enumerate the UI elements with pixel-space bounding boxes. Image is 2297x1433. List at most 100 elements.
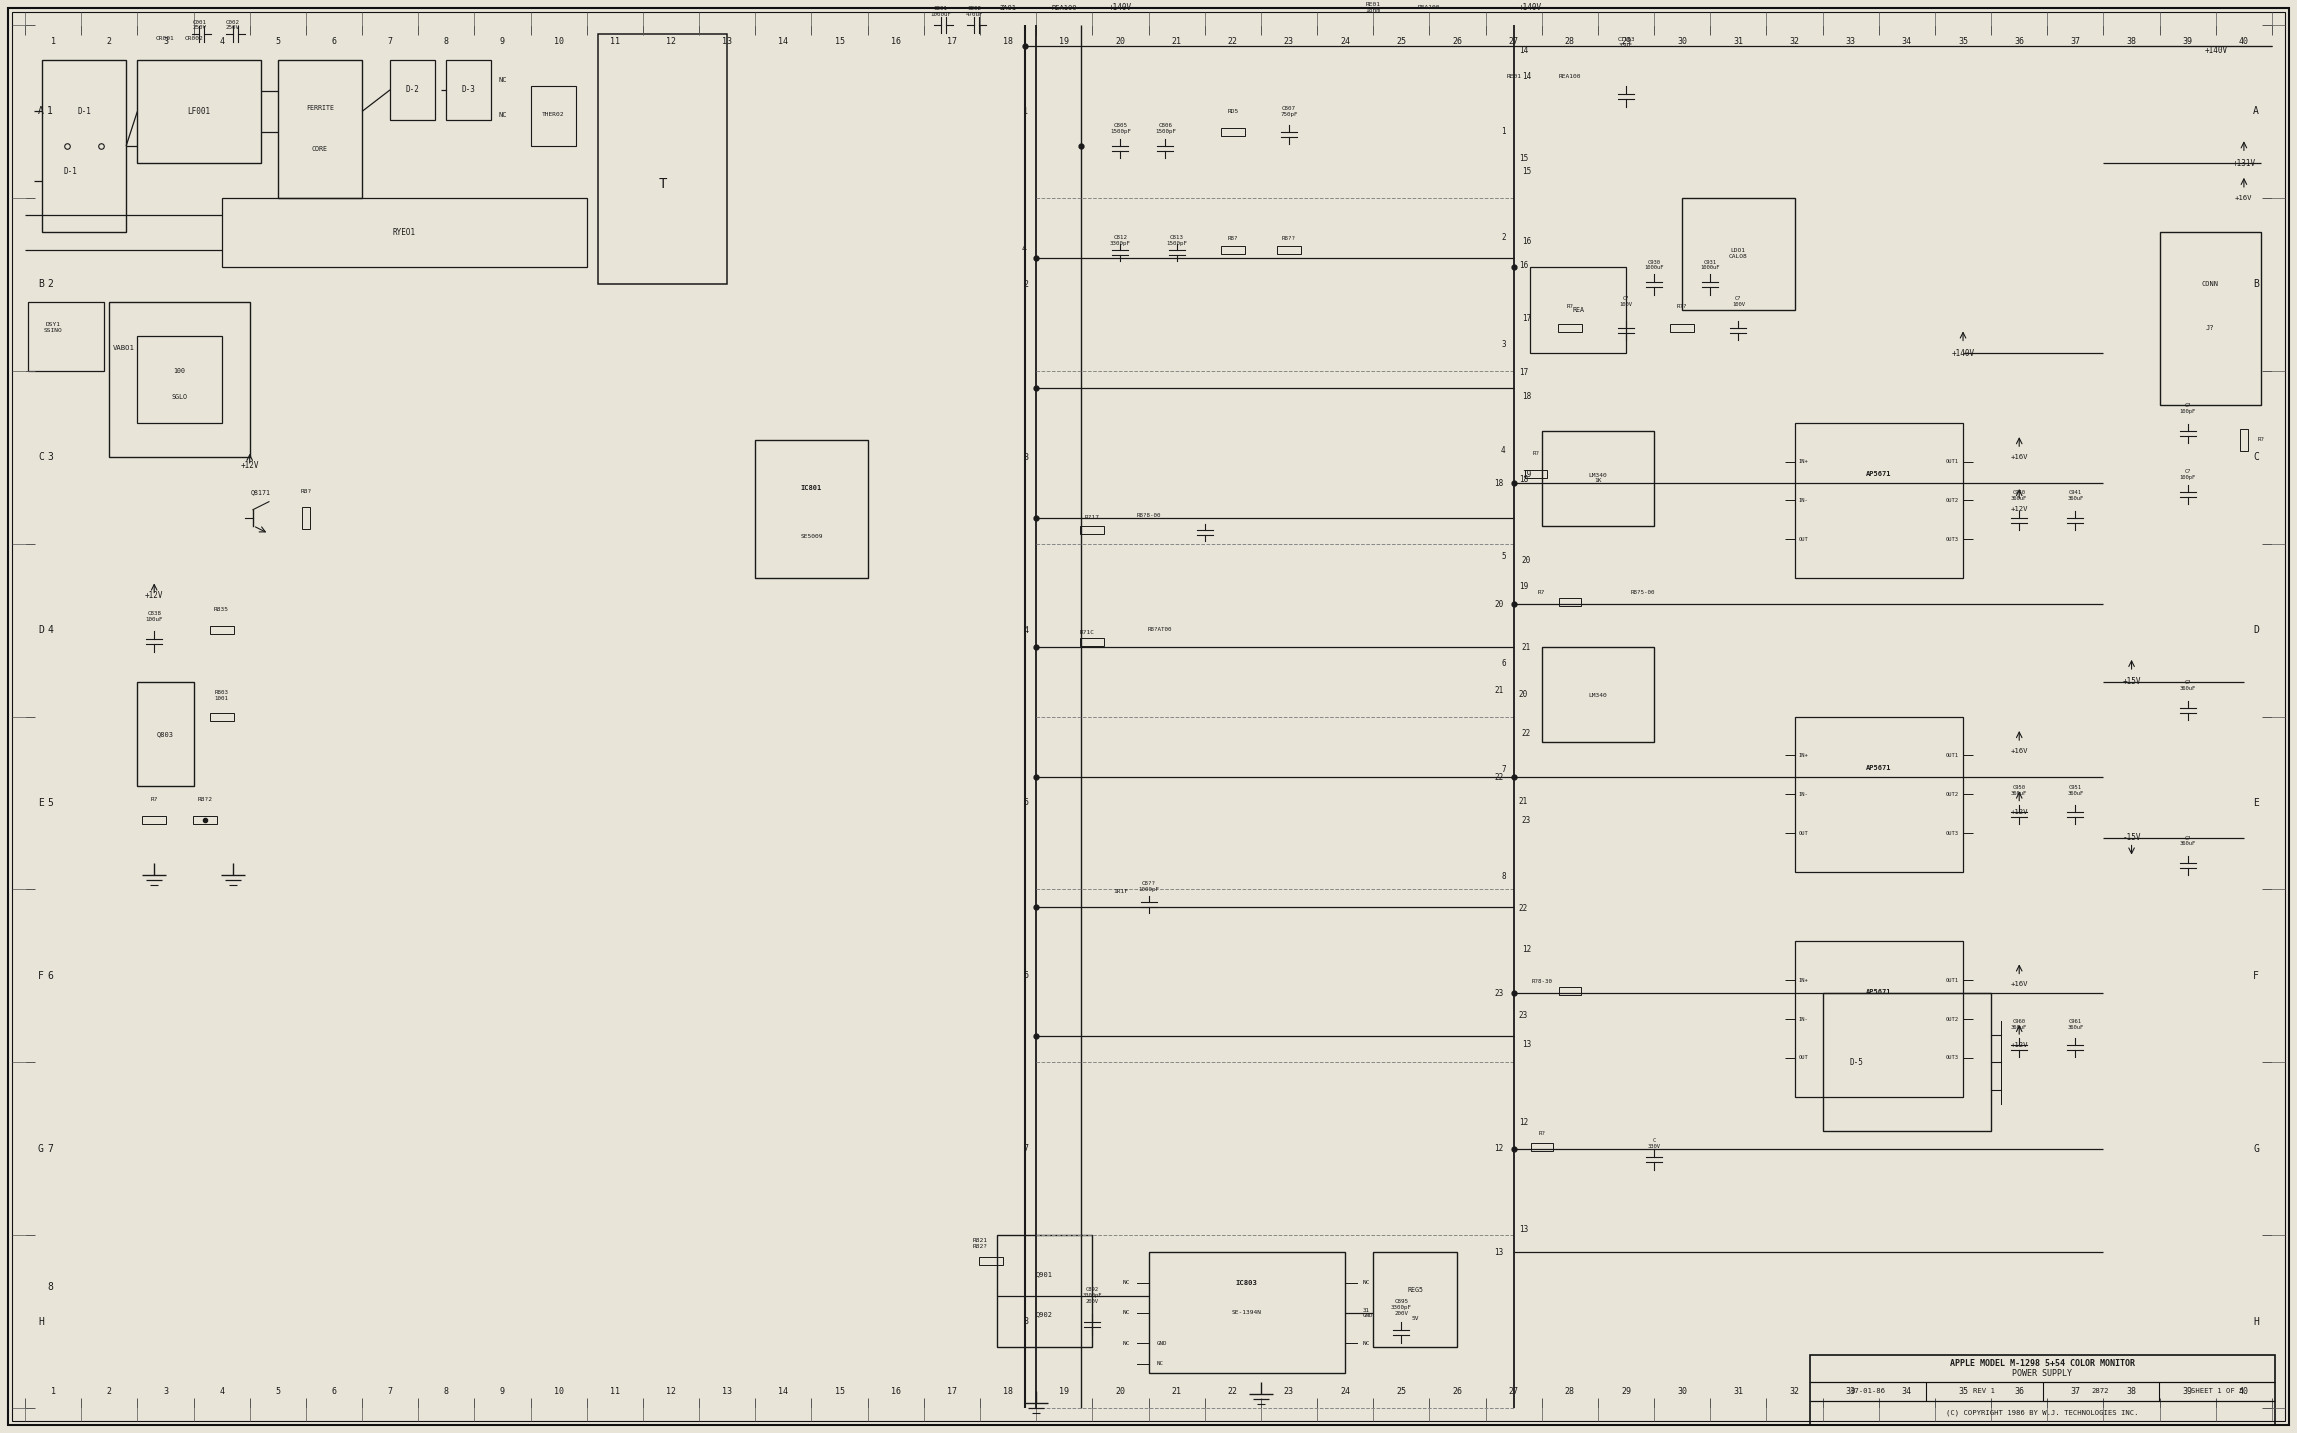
Text: 20: 20 [1518, 689, 1528, 698]
Text: 6: 6 [331, 37, 335, 46]
Text: 10: 10 [554, 37, 563, 46]
Text: 34: 34 [1902, 1387, 1911, 1396]
Text: NC: NC [498, 77, 508, 83]
Text: 2: 2 [1500, 234, 1505, 242]
Text: C1163
33uF: C1163 33uF [1617, 37, 1635, 47]
Text: C: C [39, 453, 44, 463]
Text: 4: 4 [1022, 626, 1029, 635]
Text: 38: 38 [2127, 37, 2136, 46]
Bar [1560, 987, 1580, 995]
Text: C?
100V: C? 100V [1732, 297, 1746, 307]
Bar [1220, 128, 1245, 136]
Text: 6: 6 [46, 970, 53, 980]
Text: CORE: CORE [312, 146, 328, 152]
Text: SE-1394N: SE-1394N [1231, 1310, 1261, 1315]
Text: NC: NC [1123, 1280, 1130, 1285]
Text: 36: 36 [2014, 37, 2024, 46]
Text: R8?: R8? [301, 489, 312, 494]
Text: 3: 3 [163, 37, 168, 46]
Text: 32: 32 [1789, 37, 1799, 46]
Text: 13: 13 [721, 1387, 733, 1396]
Text: R8?: R8? [1227, 236, 1238, 241]
Text: 4: 4 [1022, 244, 1027, 252]
Text: 23: 23 [1518, 1012, 1528, 1020]
Text: R?8-30: R?8-30 [1532, 979, 1553, 983]
Text: +12V: +12V [241, 461, 260, 470]
Text: 4: 4 [218, 1387, 225, 1396]
Text: C801
1000uF: C801 1000uF [930, 6, 951, 17]
Text: C941
360uF: C941 360uF [2067, 490, 2083, 500]
Text: J?: J? [2205, 324, 2214, 331]
Text: 14: 14 [779, 37, 788, 46]
Text: DSY1
SSINO: DSY1 SSINO [44, 322, 62, 332]
Text: C?
100pF: C? 100pF [2180, 469, 2196, 480]
Text: 28: 28 [1564, 37, 1576, 46]
Text: R?: R? [1532, 451, 1539, 456]
Text: 3: 3 [1022, 453, 1029, 461]
Text: C: C [2253, 453, 2258, 463]
Text: 7: 7 [388, 37, 393, 46]
Text: C
330V: C 330V [1647, 1138, 1661, 1149]
Text: R?: R? [149, 797, 158, 802]
Text: +140V: +140V [1952, 350, 1975, 358]
Text: OUT2: OUT2 [1946, 1016, 1959, 1022]
Text: R8?AT00: R8?AT00 [1148, 626, 1171, 632]
Text: 5: 5 [1500, 553, 1505, 562]
Text: +12V: +12V [145, 590, 163, 600]
Text: 3: 3 [1500, 340, 1505, 348]
Bar [997, 1235, 1093, 1347]
Text: 8: 8 [46, 1283, 53, 1293]
Bar [1080, 526, 1105, 533]
Text: AP5671: AP5671 [1865, 764, 1890, 771]
Text: ZA01: ZA01 [999, 4, 1018, 10]
Text: 33: 33 [1847, 1387, 1856, 1396]
Text: RYEO1: RYEO1 [393, 228, 416, 236]
Text: B: B [39, 279, 44, 289]
Text: IC801: IC801 [802, 486, 822, 492]
Text: +16V: +16V [2010, 748, 2028, 754]
Text: D-1: D-1 [78, 107, 92, 116]
Text: CR001: CR001 [156, 36, 175, 42]
Text: AP5671: AP5671 [1865, 989, 1890, 996]
Text: 33: 33 [1847, 37, 1856, 46]
Text: R?: R? [1539, 589, 1546, 595]
Text: 12: 12 [666, 37, 675, 46]
Text: R8?8-00: R8?8-00 [1137, 513, 1160, 519]
Text: 28: 28 [1564, 1387, 1576, 1396]
Text: Q803: Q803 [156, 731, 175, 737]
Text: 30: 30 [1677, 37, 1688, 46]
Text: C950
360uF: C950 360uF [2012, 785, 2028, 797]
Text: C892
3300pF
200V: C892 3300pF 200V [1082, 1287, 1103, 1304]
Text: NC: NC [498, 112, 508, 118]
Text: 2: 2 [46, 279, 53, 289]
Bar [1794, 423, 1964, 577]
Text: R8??: R8?? [1282, 236, 1296, 241]
Text: D-1: D-1 [62, 168, 76, 176]
Text: 29: 29 [1622, 37, 1631, 46]
Text: 7: 7 [388, 1387, 393, 1396]
Text: G: G [39, 1144, 44, 1154]
Text: 5V: 5V [1413, 1317, 1420, 1321]
Bar [1220, 246, 1245, 255]
Text: 24: 24 [1339, 37, 1351, 46]
Text: E: E [39, 798, 44, 808]
Bar [110, 301, 250, 457]
Bar [1822, 993, 1991, 1132]
Text: CONN: CONN [2203, 281, 2219, 287]
Bar [1525, 470, 1548, 479]
Text: GND: GND [1155, 1341, 1167, 1346]
Text: REV 1: REV 1 [1973, 1389, 1996, 1394]
Text: +16V: +16V [2010, 982, 2028, 987]
Text: C812
3300pF: C812 3300pF [1109, 235, 1130, 246]
Text: 11: 11 [609, 1387, 620, 1396]
Text: 07-01-86: 07-01-86 [1851, 1389, 1886, 1394]
Text: NC: NC [1362, 1341, 1371, 1346]
Bar [1374, 1252, 1459, 1347]
Text: 23: 23 [1284, 37, 1293, 46]
Text: 8: 8 [1022, 1317, 1029, 1326]
Bar [138, 60, 262, 163]
Text: 6: 6 [1500, 659, 1505, 668]
Bar [142, 817, 165, 824]
Text: 11: 11 [609, 37, 620, 46]
Bar [209, 712, 234, 721]
